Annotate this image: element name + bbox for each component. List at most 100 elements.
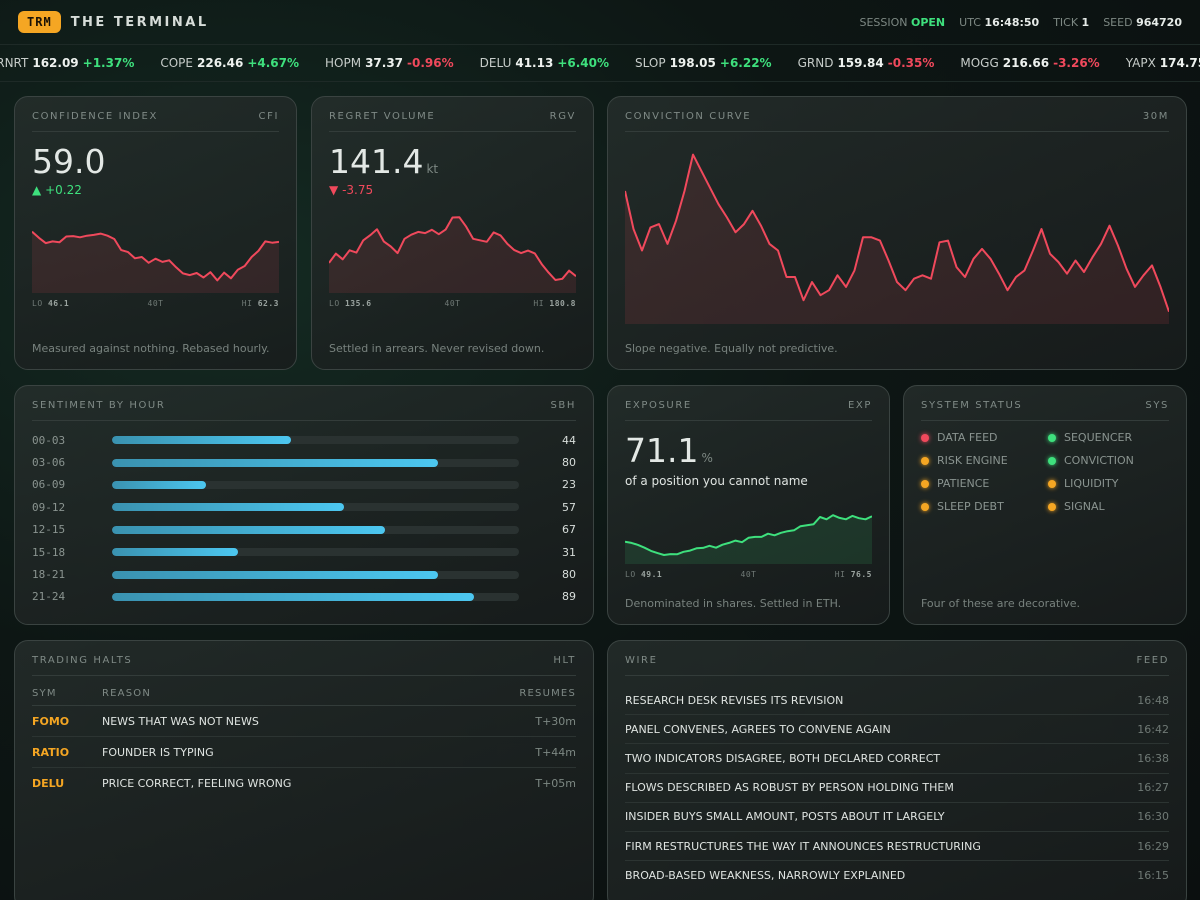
system-status-item: LIQUIDITY bbox=[1048, 477, 1168, 490]
table-row[interactable]: FOMO NEWS THAT WAS NOT NEWS T+30m bbox=[32, 706, 576, 737]
card-title: SYSTEM STATUS bbox=[921, 400, 1023, 411]
confidence-delta: ▲ +0.22 bbox=[32, 183, 82, 197]
ticker-item[interactable]: SLOP 198.05 +6.22% bbox=[635, 56, 772, 70]
sentiment-value: 80 bbox=[562, 456, 576, 470]
card-title: CONFIDENCE INDEX bbox=[32, 111, 158, 122]
sentiment-bar-track bbox=[112, 548, 519, 557]
conviction-chart bbox=[625, 153, 1169, 324]
wire-feed: RESEARCH DESK REVISES ITS REVISION 16:48 P… bbox=[625, 686, 1169, 890]
table-row[interactable]: RATIO FOUNDER IS TYPING T+44m bbox=[32, 737, 576, 768]
system-status-item: SLEEP DEBT bbox=[921, 500, 1048, 513]
wire-item[interactable]: FLOWS DESCRIBED AS ROBUST BY PERSON HOLD… bbox=[625, 774, 1169, 803]
sentiment-row: 03-06 80 bbox=[32, 451, 576, 473]
confidence-value: 59.0 bbox=[32, 142, 106, 181]
wire-time: 16:38 bbox=[1137, 751, 1169, 765]
sentiment-bar-fill bbox=[112, 592, 475, 601]
sentiment-hour: 09-12 bbox=[32, 500, 66, 514]
session-status: SESSION OPEN UTC 16:48:50 TICK 1 SEED 96… bbox=[859, 16, 1182, 29]
chart-area bbox=[625, 515, 872, 564]
ticker-item[interactable]: BRNRT162.09+1.37% bbox=[0, 56, 135, 70]
sentiment-row: 15-18 31 bbox=[32, 541, 576, 563]
system-footnote: Four of these are decorative. bbox=[921, 597, 1081, 610]
system-status-item: SEQUENCER bbox=[1048, 431, 1168, 444]
status-dot-icon bbox=[921, 479, 929, 488]
wire-headline: RESEARCH DESK REVISES ITS REVISION bbox=[625, 693, 844, 707]
exposure-caption: of a position you cannot name bbox=[625, 474, 808, 488]
conviction-curve-card: CONVICTION CURVE 30M Slope negative. Equa… bbox=[607, 96, 1187, 370]
sentiment-card: SENTIMENT BY HOUR SBH 00-03 44 03-06 80 06-… bbox=[14, 385, 594, 625]
table-row[interactable]: DELU PRICE CORRECT, FEELING WRONG T+05m bbox=[32, 768, 576, 799]
sentiment-bar-fill bbox=[112, 458, 438, 467]
card-title: EXPOSURE bbox=[625, 400, 692, 411]
wire-time: 16:48 bbox=[1137, 693, 1169, 707]
down-arrow-icon: ▼ bbox=[329, 183, 339, 197]
wire-headline: TWO INDICATORS DISAGREE, BOTH DECLARED C… bbox=[625, 751, 941, 765]
wire-item[interactable]: RESEARCH DESK REVISES ITS REVISION 16:48 bbox=[625, 686, 1169, 716]
up-arrow-icon: ▲ bbox=[32, 183, 42, 197]
sentiment-row: 00-03 44 bbox=[32, 429, 576, 451]
chart-line bbox=[625, 153, 1169, 313]
sentiment-bar-fill bbox=[112, 525, 385, 534]
top-bar: TRM THE TERMINAL SESSION OPEN UTC 16:48:… bbox=[0, 0, 1200, 45]
regret-value: 141.4 kt bbox=[329, 142, 439, 181]
sentiment-row: 18-21 80 bbox=[32, 563, 576, 585]
sentiment-value: 89 bbox=[562, 590, 576, 604]
conviction-footnote: Slope negative. Equally not predictive. bbox=[625, 342, 838, 355]
halt-symbol: FOMO bbox=[32, 714, 70, 728]
card-code: FEED bbox=[1136, 655, 1169, 666]
wire-headline: BROAD-BASED WEAKNESS, NARROWLY EXPLAINED bbox=[625, 869, 906, 883]
card-code: 30M bbox=[1142, 111, 1169, 122]
wire-time: 16:42 bbox=[1137, 722, 1169, 736]
exposure-card: EXPOSURE EXP 71.1% of a position you cann… bbox=[607, 385, 890, 625]
ticker-item[interactable]: COPE 226.46 +4.67% bbox=[160, 56, 299, 70]
system-status-grid: DATA FEED SEQUENCER RISK ENGINE CONVICTION P… bbox=[921, 431, 1169, 513]
sentiment-bar-track bbox=[112, 525, 519, 534]
halt-reason: NEWS THAT WAS NOT NEWS bbox=[102, 714, 259, 728]
sentiment-value: 23 bbox=[562, 478, 576, 492]
system-status-item: SIGNAL bbox=[1048, 500, 1168, 513]
regret-volume-card: REGRET VOLUME RGV 141.4 kt ▼ -3.75 LO 135.… bbox=[311, 96, 594, 370]
ticker-item[interactable]: MOGG 216.66 -3.26% bbox=[960, 56, 1100, 70]
halt-symbol: RATIO bbox=[32, 745, 70, 759]
halt-reason: FOUNDER IS TYPING bbox=[102, 745, 214, 759]
status-dot-icon bbox=[921, 456, 929, 465]
sentiment-bar-track bbox=[112, 458, 519, 467]
sentiment-hour: 18-21 bbox=[32, 568, 66, 582]
wire-item[interactable]: PANEL CONVENES, AGREES TO CONVENE AGAIN 1… bbox=[625, 715, 1169, 745]
exposure-footnote: Denominated in shares. Settled in ETH. bbox=[625, 597, 842, 610]
sentiment-hour: 03-06 bbox=[32, 456, 66, 470]
system-status-item: CONVICTION bbox=[1048, 454, 1168, 467]
sentiment-bar-track bbox=[112, 503, 519, 512]
sentiment-hour: 06-09 bbox=[32, 478, 66, 492]
chart-area bbox=[32, 231, 279, 293]
sentiment-value: 31 bbox=[562, 545, 576, 559]
card-code: HLT bbox=[553, 655, 576, 666]
wire-item[interactable]: FIRM RESTRUCTURES THE WAY IT ANNOUNCES R… bbox=[625, 832, 1169, 862]
chart-line bbox=[329, 216, 576, 281]
halt-resumes: T+05m bbox=[535, 777, 576, 790]
wire-time: 16:15 bbox=[1137, 869, 1169, 883]
status-dot-icon bbox=[1048, 433, 1056, 442]
wire-headline: INSIDER BUYS SMALL AMOUNT, POSTS ABOUT I… bbox=[625, 810, 945, 824]
card-title: SENTIMENT BY HOUR bbox=[32, 400, 166, 411]
ticker-item[interactable]: GRND 159.84 -0.35% bbox=[797, 56, 935, 70]
ticker-item[interactable]: DELU 41.13 +6.40% bbox=[479, 56, 610, 70]
card-code: RGV bbox=[549, 111, 576, 122]
sentiment-bar-fill bbox=[112, 480, 206, 489]
sentiment-bar-fill bbox=[112, 436, 292, 445]
utc-clock: UTC 16:48:50 bbox=[959, 15, 1040, 29]
card-title: WIRE bbox=[625, 655, 658, 666]
wire-item[interactable]: INSIDER BUYS SMALL AMOUNT, POSTS ABOUT I… bbox=[625, 803, 1169, 832]
halts-table-header: SYM REASON RESUMES bbox=[32, 676, 576, 706]
sentiment-bar-track bbox=[112, 480, 519, 489]
exposure-value: 71.1% bbox=[625, 431, 713, 470]
confidence-footnote: Measured against nothing. Rebased hourly… bbox=[32, 342, 270, 355]
sentiment-hour: 21-24 bbox=[32, 590, 66, 604]
wire-item[interactable]: TWO INDICATORS DISAGREE, BOTH DECLARED C… bbox=[625, 744, 1169, 774]
system-status-item: DATA FEED bbox=[921, 431, 1048, 444]
halt-symbol: DELU bbox=[32, 777, 65, 790]
ticker-item[interactable]: HOPM 37.37 -0.96% bbox=[325, 56, 454, 70]
sentiment-bars: 00-03 44 03-06 80 06-09 23 09-12 57 12-15 67… bbox=[32, 429, 576, 608]
wire-item[interactable]: BROAD-BASED WEAKNESS, NARROWLY EXPLAINED… bbox=[625, 861, 1169, 890]
